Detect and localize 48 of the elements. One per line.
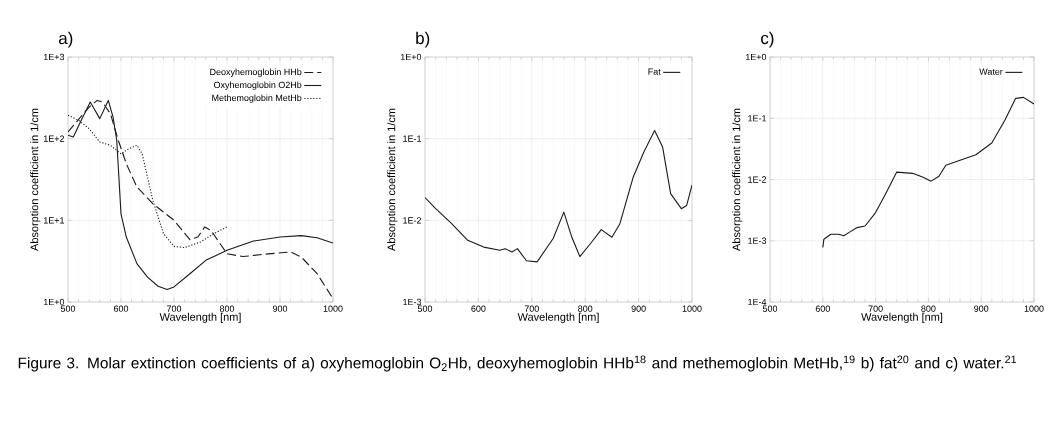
y-tick-label: 1E-2 [403, 217, 422, 224]
x-axis-title: Wavelength [nm] [159, 312, 241, 323]
y-axis-title: Absorption coefficient in 1/cm [387, 108, 398, 251]
legend-label: Oxyhemoglobin O2Hb [213, 81, 302, 90]
legend-label: Fat [648, 68, 661, 75]
x-tick-label: 1000 [682, 305, 702, 312]
y-tick-label: 1E-3 [748, 237, 767, 244]
chart-title: a) [58, 31, 73, 48]
line-series [425, 129, 692, 263]
x-tick-label: 700 [868, 305, 883, 312]
x-tick-label: 500 [60, 305, 76, 312]
y-tick-label: 1E+3 [43, 53, 65, 61]
y-tick-label: 1E-3 [403, 298, 422, 306]
line-series [822, 96, 1035, 248]
x-tick-label: 600 [815, 305, 830, 312]
x-tick-label: 600 [113, 305, 129, 312]
legend-label: Methemoglobin MetHb [212, 94, 302, 103]
y-tick-label: 1E-1 [748, 115, 767, 122]
y-tick-label: 1E+1 [43, 217, 65, 224]
x-tick-label: 800 [219, 305, 235, 312]
x-tick-label: 900 [631, 305, 646, 312]
x-tick-label: 500 [417, 305, 433, 312]
y-tick-label: 1E+0 [43, 298, 65, 306]
chart-title: c) [761, 31, 774, 48]
x-tick-label: 900 [974, 305, 989, 312]
y-tick-label: 1E-2 [748, 176, 767, 183]
y-axis-title: Absorption coefficient in 1/cm [30, 108, 41, 251]
x-tick-label: 900 [272, 305, 288, 312]
y-tick-label: 1E-1 [403, 135, 422, 142]
chart-title: b) [416, 31, 430, 48]
y-tick-label: 1E+0 [745, 53, 767, 61]
x-tick-label: 700 [524, 305, 539, 312]
y-axis-title: Absorption coefficient in 1/cm [732, 108, 743, 251]
x-tick-label: 1000 [323, 305, 343, 312]
x-tick-label: 500 [762, 305, 778, 312]
legend-label: Water [979, 68, 1003, 75]
x-tick-label: 800 [921, 305, 936, 312]
x-tick-label: 800 [578, 305, 593, 312]
legend-label: Deoxyhemoglobin HHb [210, 68, 302, 77]
x-tick-label: 700 [166, 305, 182, 312]
x-tick-label: 600 [471, 305, 486, 312]
x-axis-title: Wavelength [nm] [517, 312, 599, 323]
y-tick-label: 1E+2 [43, 135, 65, 142]
y-tick-label: 1E-4 [748, 298, 767, 306]
y-tick-label: 1E+0 [400, 53, 422, 61]
x-axis-title: Wavelength [nm] [861, 312, 943, 323]
x-tick-label: 1000 [1024, 305, 1044, 312]
text: Figure 3. Molar extinction coefficients of a) oxyhemoglobin O$_{2}$Hb, deoxyhemoglobin HHb$^{18}$ and methemoglobin MetHb,$^{19}$ b) fat$^{20}$ and c) water.$^{21}$ [18, 355, 1017, 372]
